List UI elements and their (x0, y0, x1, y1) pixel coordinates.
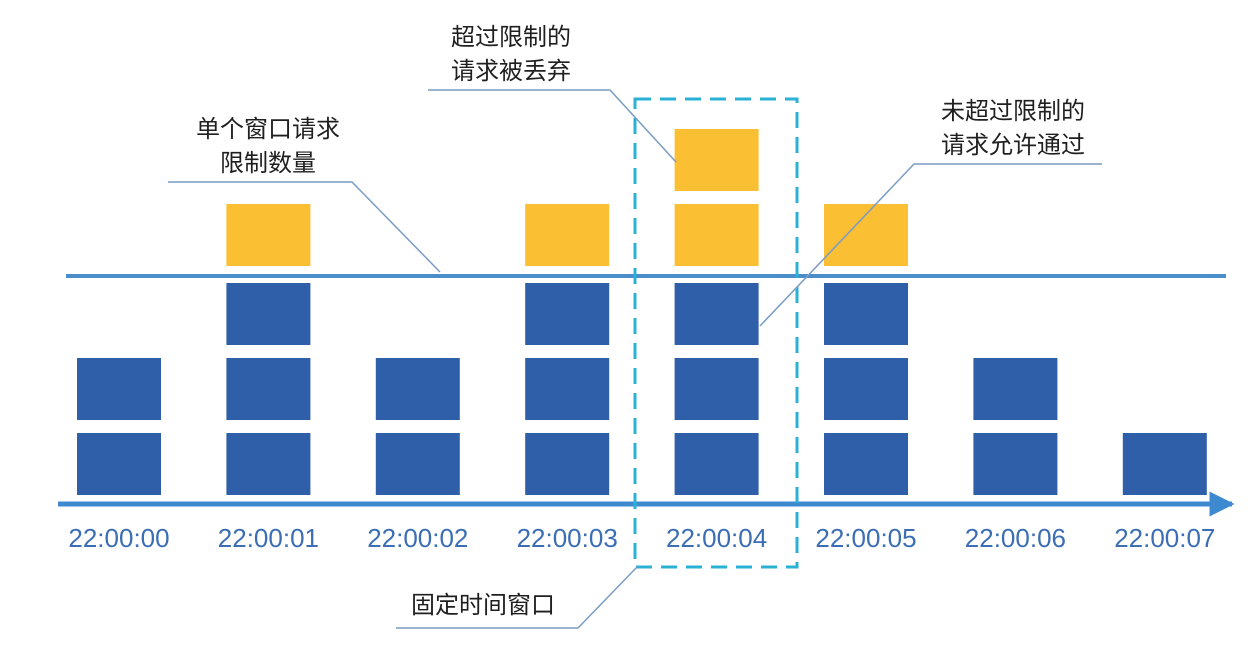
limit-line-callout-leader (168, 181, 441, 273)
allowed-request-block (1122, 433, 1207, 495)
allowed-request-block (674, 433, 759, 495)
allowed-request-block (375, 358, 460, 420)
allowed-request-block (674, 358, 759, 420)
dropped-request-block (824, 204, 908, 266)
allowed-request-block (824, 358, 908, 420)
passed-callout-leader (759, 163, 1102, 327)
dropped-request-block (674, 129, 759, 191)
fixed-window-label: 固定时间窗口 (411, 591, 555, 619)
request-blocks (77, 129, 1207, 495)
allowed-request-block (77, 358, 161, 420)
passed-label-line2: 请求允许通过 (941, 131, 1085, 159)
fixed-window-highlight (633, 97, 799, 569)
time-tick-label: 22:00:06 (965, 523, 1066, 553)
time-tick-label: 22:00:00 (68, 523, 169, 553)
time-tick-label: 22:00:07 (1114, 523, 1215, 553)
time-axis-ticks: 22:00:00 22:00:01 22:00:02 22:00:03 22:00:04… (68, 523, 1215, 553)
time-tick-label: 22:00:01 (218, 523, 319, 553)
allowed-request-block (824, 283, 908, 345)
allowed-request-block (525, 283, 610, 345)
time-tick-label: 22:00:05 (815, 523, 916, 553)
dropped-request-block (674, 204, 759, 266)
dropped-request-block (226, 204, 311, 266)
limit-line-label-line2: 限制数量 (220, 149, 316, 177)
allowed-request-block (973, 433, 1058, 495)
passed-label-line1: 未超过限制的 (941, 97, 1085, 125)
dropped-request-block (525, 204, 610, 266)
allowed-request-block (525, 358, 610, 420)
dropped-label-line1: 超过限制的 (451, 23, 571, 51)
fixed-window-callout-leader (396, 566, 638, 629)
dropped-label-line2: 请求被丢弃 (451, 57, 571, 85)
allowed-request-block (226, 283, 311, 345)
allowed-request-block (824, 433, 908, 495)
allowed-request-block (973, 358, 1058, 420)
allowed-request-block (226, 433, 311, 495)
allowed-request-block (226, 358, 311, 420)
allowed-request-block (77, 433, 161, 495)
time-tick-label: 22:00:04 (666, 523, 767, 553)
time-tick-label: 22:00:02 (367, 523, 468, 553)
allowed-request-block (375, 433, 460, 495)
time-tick-label: 22:00:03 (517, 523, 618, 553)
allowed-request-block (674, 283, 759, 345)
allowed-request-block (525, 433, 610, 495)
limit-line-label-line1: 单个窗口请求 (196, 115, 340, 143)
dropped-callout-leader (428, 89, 677, 163)
